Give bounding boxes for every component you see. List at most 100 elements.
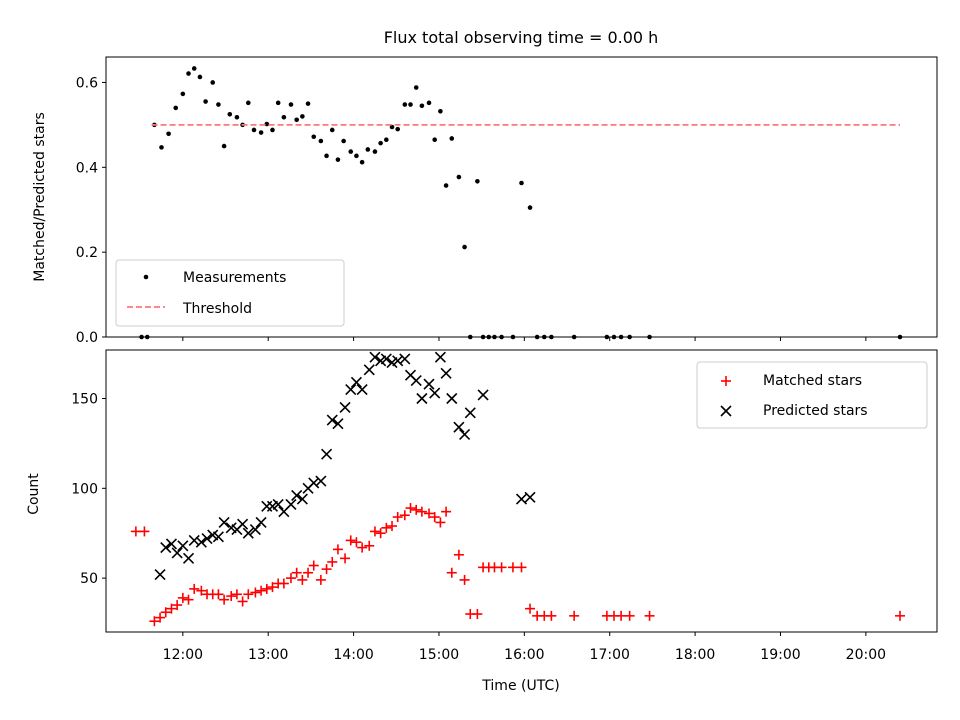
predicted-stars-point bbox=[160, 542, 172, 554]
predicted-stars-point bbox=[350, 376, 363, 388]
measurement-point bbox=[897, 334, 903, 340]
measurement-point bbox=[144, 334, 150, 340]
measurement-point bbox=[251, 127, 257, 133]
predicted-stars-point bbox=[242, 527, 254, 539]
legend-measurements-label: Measurements bbox=[183, 270, 286, 286]
x-tick-label: 18:00 bbox=[675, 647, 715, 663]
matched-stars-point bbox=[357, 542, 368, 553]
predicted-stars-point bbox=[369, 351, 381, 363]
matched-stars-point bbox=[213, 589, 224, 600]
measurement-point bbox=[294, 117, 299, 123]
predicted-stars-point bbox=[177, 540, 189, 552]
matched-stars-point bbox=[644, 610, 655, 621]
measurement-point bbox=[395, 126, 401, 132]
predicted-stars-point bbox=[182, 552, 195, 564]
predicted-stars-point bbox=[434, 351, 446, 363]
measurement-point bbox=[348, 149, 354, 154]
legend-predicted-marker bbox=[720, 405, 732, 417]
measurement-point bbox=[426, 100, 432, 106]
measurement-point bbox=[173, 105, 179, 111]
measurement-point bbox=[258, 130, 264, 135]
predicted-stars-point bbox=[423, 378, 435, 390]
x-axis-label: Time (UTC) bbox=[481, 678, 559, 694]
measurement-point bbox=[159, 145, 164, 150]
predicted-stars-point bbox=[308, 477, 320, 489]
measurement-point bbox=[264, 121, 270, 127]
matched-stars-point bbox=[155, 612, 166, 623]
matched-stars-point bbox=[381, 522, 392, 533]
matched-stars-point bbox=[226, 591, 237, 602]
matched-stars-point bbox=[416, 506, 427, 517]
matched-stars-point bbox=[278, 578, 289, 589]
predicted-stars-point bbox=[272, 498, 284, 511]
matched-stars-point bbox=[525, 603, 536, 614]
measurement-point bbox=[216, 102, 221, 107]
predicted-stars-point bbox=[380, 353, 392, 365]
legend-threshold-label: Threshold bbox=[182, 301, 252, 317]
measurement-point bbox=[186, 71, 191, 76]
predicted-stars-point bbox=[464, 407, 476, 419]
predicted-stars-point bbox=[453, 421, 465, 433]
measurement-point bbox=[275, 100, 281, 106]
measurement-point bbox=[408, 102, 413, 107]
matched-stars-point bbox=[327, 556, 338, 567]
measurement-point bbox=[492, 334, 497, 340]
measurement-point bbox=[486, 334, 492, 340]
measurement-point bbox=[288, 102, 294, 107]
measurement-point bbox=[341, 138, 346, 144]
measurement-point bbox=[372, 149, 378, 154]
predicted-stars-point bbox=[399, 353, 411, 365]
matched-stars-point bbox=[375, 528, 386, 539]
measurement-point bbox=[402, 102, 408, 107]
measurement-point bbox=[191, 66, 197, 71]
measurement-point bbox=[335, 157, 341, 162]
matched-stars-point bbox=[139, 526, 150, 537]
predicted-stars-point bbox=[320, 448, 333, 460]
measurement-point bbox=[384, 137, 389, 143]
matched-stars-point bbox=[231, 589, 242, 600]
predicted-stars-point bbox=[392, 355, 404, 367]
bottom-y-axis-label: Count bbox=[26, 473, 42, 515]
measurement-point bbox=[519, 180, 524, 186]
matched-stars-point bbox=[446, 567, 457, 578]
measurement-point bbox=[245, 100, 251, 106]
matched-stars-point bbox=[177, 592, 188, 603]
measurement-point bbox=[413, 85, 419, 90]
predicted-stars-point bbox=[154, 568, 166, 581]
measurement-point bbox=[419, 103, 425, 109]
measurement-point bbox=[443, 183, 449, 188]
measurement-point bbox=[480, 334, 486, 340]
matched-stars-point bbox=[189, 583, 200, 594]
bottom-legend-box bbox=[696, 361, 928, 429]
measurement-point bbox=[180, 91, 186, 97]
measurement-point bbox=[438, 109, 443, 114]
measurement-point bbox=[139, 334, 144, 340]
top-y-axis-label: Matched/Predicted stars bbox=[32, 112, 48, 282]
matched-stars-point bbox=[392, 512, 403, 523]
matched-stars-point bbox=[250, 587, 261, 598]
measurement-point bbox=[510, 334, 516, 340]
measurement-point bbox=[329, 127, 335, 133]
predicted-stars-point bbox=[356, 383, 368, 396]
matched-stars-point bbox=[364, 540, 375, 551]
predicted-stars-point bbox=[201, 533, 213, 545]
matched-stars-point bbox=[160, 607, 171, 618]
matched-stars-point bbox=[435, 517, 446, 528]
predicted-stars-point bbox=[440, 367, 452, 379]
matched-stars-point bbox=[895, 610, 906, 621]
predicted-stars-point bbox=[212, 531, 224, 543]
measurement-point bbox=[432, 137, 438, 143]
measurement-point bbox=[281, 114, 287, 120]
matched-stars-point bbox=[256, 585, 267, 596]
predicted-stars-point bbox=[524, 491, 536, 503]
x-tick-label: 12:00 bbox=[163, 647, 203, 663]
predicted-stars-point bbox=[296, 493, 308, 505]
matched-stars-point bbox=[303, 567, 314, 578]
predicted-stars-point bbox=[249, 524, 261, 536]
top-y-tick-label: 0.2 bbox=[76, 245, 98, 261]
predicted-stars-point bbox=[326, 414, 338, 426]
x-tick-label: 16:00 bbox=[504, 647, 544, 663]
measurement-point bbox=[359, 159, 365, 165]
matched-stars-point bbox=[267, 582, 278, 593]
matched-stars-point bbox=[297, 574, 308, 585]
